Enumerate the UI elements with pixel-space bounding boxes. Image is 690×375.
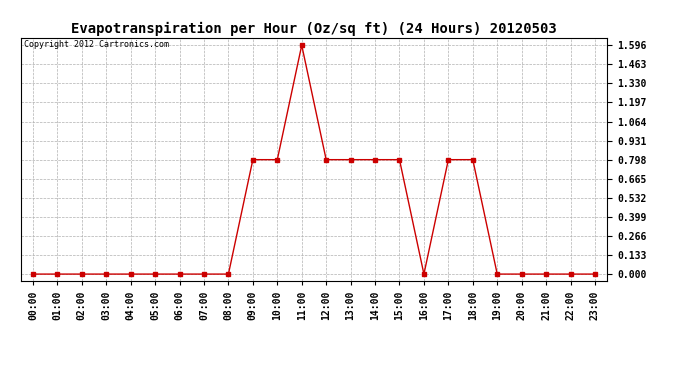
Title: Evapotranspiration per Hour (Oz/sq ft) (24 Hours) 20120503: Evapotranspiration per Hour (Oz/sq ft) (… <box>71 22 557 36</box>
Text: Copyright 2012 Cartronics.com: Copyright 2012 Cartronics.com <box>23 40 168 49</box>
